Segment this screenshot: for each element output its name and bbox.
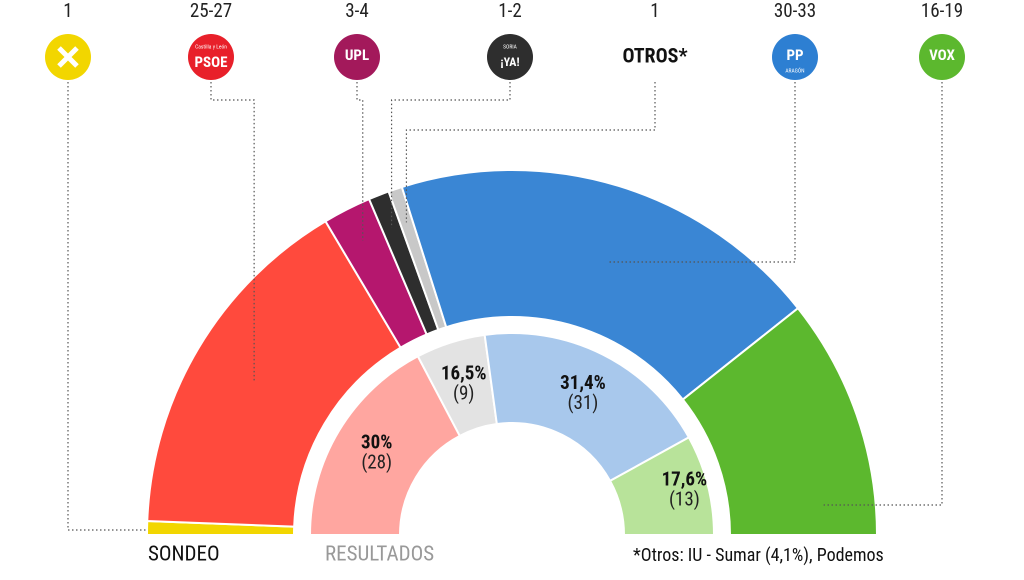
percent-label: 17,6% [662,468,708,491]
seat-range: 3-4 [345,0,368,22]
logo-small: Castilla y León [195,44,227,50]
inner-ring-name: RESULTADOS [325,543,434,567]
seat-range: 16-19 [921,0,963,22]
seat-range: 30-33 [774,0,816,22]
logo-small: SORIA [503,44,518,50]
inner-segment [483,332,691,483]
percent-label: 31,4% [560,371,606,394]
party-logo [919,34,965,80]
logo-small: ARAGÓN [785,67,804,74]
outer-segment [681,306,879,536]
seats-label: (9) [453,382,474,405]
outer-segment [400,169,800,401]
leader-line [608,82,796,263]
outer-ring-name: SONDEO [148,543,220,567]
logo-text: ¡YA! [500,55,519,69]
leader-line [390,82,511,228]
leader-line [356,82,364,241]
leader-line [210,82,255,382]
party-logo [487,34,533,80]
party-logo [772,34,818,80]
logo-text: OTROS* [622,43,687,67]
party-logo [188,34,234,80]
seat-range: 25-27 [190,0,232,22]
seat-range: 1 [650,0,659,22]
footnote: *Otros: IU - Sumar (4,1%), Podemos [633,545,884,566]
outer-segment [146,219,402,528]
leader-line [67,82,148,531]
logo-cross [57,46,79,68]
seat-range: 1 [63,0,72,22]
leader-line [405,82,656,223]
percent-label: 30% [361,430,392,453]
logo-text: PP [786,46,803,64]
logo-text: VOX [929,46,955,64]
seats-label: (13) [669,488,700,511]
percent-label: 16,5% [441,362,487,385]
seats-label: (31) [568,391,599,414]
leader-line [823,82,943,506]
seat-range: 1-2 [498,0,521,22]
inner-segment [608,436,716,536]
logo-text: PSOE [194,53,227,71]
party-logo [334,34,380,80]
logo-text: UPL [345,46,369,64]
inner-segment [308,354,462,536]
seats-label: (28) [361,450,392,473]
